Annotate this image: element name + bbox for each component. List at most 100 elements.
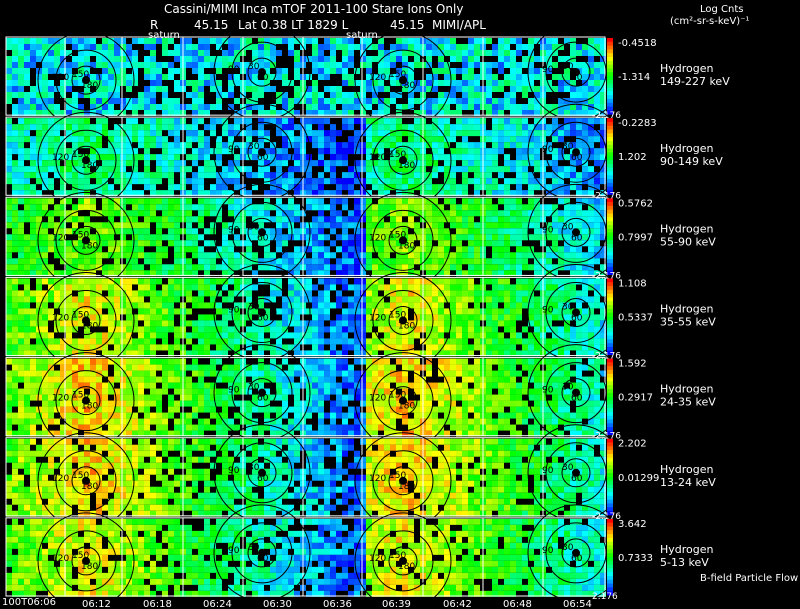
colorbar-mid-label: 0.5337 [618, 313, 653, 324]
colorbar-segment [607, 419, 613, 424]
contour-ring [231, 121, 293, 183]
contour-ring [372, 370, 434, 432]
contour-ring [247, 297, 277, 327]
contour-label: 120 [369, 73, 386, 83]
contour-ring [213, 103, 311, 201]
colorbar-max-label: -0.4518 [618, 38, 657, 49]
colorbar-segment [607, 385, 613, 390]
planet-marker [572, 148, 580, 157]
contour-label: 180 [398, 241, 415, 251]
colorbar-segment [607, 324, 613, 329]
colorbar-min-label: -2.176 [592, 512, 621, 522]
contour-label: 30 [562, 222, 574, 232]
colorbar-mid-label: 1.202 [618, 152, 647, 163]
contour-label: 180 [81, 562, 98, 572]
time-tick-label: 06:12 [82, 599, 111, 609]
contour-ring [561, 378, 591, 408]
colorbar-max-label: -0.2283 [618, 118, 657, 129]
colorbar-segment [607, 232, 613, 237]
colorbar-segment [607, 541, 613, 547]
planet-marker [572, 68, 580, 77]
colorbar-segment [607, 133, 613, 138]
panel-border [5, 116, 606, 196]
band-energy-label: 90-149 keV [660, 155, 723, 168]
colorbar-segment [607, 537, 613, 543]
contour-ring [388, 65, 418, 95]
colorbar-segment [607, 465, 613, 470]
colorbar-segment [607, 243, 613, 249]
contour-label: 30 [562, 543, 574, 553]
contour-ring [545, 281, 607, 343]
colorbar-max-label: 1.592 [618, 359, 647, 370]
colorbar-segment [607, 72, 613, 77]
colorbar-segment [607, 125, 613, 131]
colorbar-segment [607, 53, 613, 58]
colorbar-segment [607, 106, 613, 111]
band-energy-label: 35-55 keV [660, 315, 716, 328]
contour-ring [388, 225, 418, 255]
colorbar-segment [607, 507, 613, 512]
planet-marker [399, 156, 407, 165]
panel-border [5, 517, 606, 597]
colorbar-segment [607, 259, 613, 264]
contour-label: 180 [398, 562, 415, 572]
planet-marker [572, 548, 580, 557]
colorbar-max-label: 2.202 [618, 439, 647, 450]
colorbar-segment [607, 373, 613, 379]
panel-border [5, 36, 606, 116]
colorbar-segment [607, 240, 613, 245]
contour-label: 150 [389, 70, 406, 80]
contour-ring [372, 129, 434, 191]
colorbar-segment [607, 587, 613, 592]
contour-ring [545, 201, 607, 263]
colorbar-segment [607, 121, 613, 127]
colorbar-mid-label: 0.7997 [618, 232, 653, 243]
contour-ring [561, 297, 591, 327]
colorbar-segment [607, 308, 613, 314]
chart-title: Cassini/MIMI Inca mTOF 2011-100 Stare Io… [164, 2, 464, 16]
colorbar-max-label: 3.642 [618, 519, 647, 530]
colorbar-segment [607, 312, 613, 317]
contour-label: 180 [398, 482, 415, 492]
contour-label: 30 [248, 222, 260, 232]
colorbar-max-label: 1.108 [618, 278, 647, 289]
colorbar-segment [607, 339, 613, 344]
contour-label: 60 [571, 554, 583, 564]
contour-label: 150 [389, 230, 406, 240]
colorbar-segment [607, 41, 613, 47]
contour-label: 30 [248, 543, 260, 553]
contour-label: 120 [369, 474, 386, 484]
colorbar-segment [607, 289, 613, 295]
colorbar-segment [607, 476, 613, 482]
contour-label: 60 [571, 233, 583, 243]
band-energy-label: 5-13 keV [660, 556, 709, 569]
contour-label: 120 [369, 233, 386, 243]
contour-label: 180 [81, 81, 98, 91]
colorbar-segment [607, 579, 613, 585]
contour-label: 60 [257, 153, 269, 163]
contour-label: 60 [257, 394, 269, 404]
colorbar-segment [607, 190, 613, 195]
planet-marker [82, 156, 90, 165]
colorbar-min-label: -2.176 [592, 432, 621, 442]
colorbar-segment [607, 442, 613, 447]
colorbar-segment [607, 404, 613, 409]
colorbar-segment [607, 503, 613, 508]
colorbar-segment [607, 270, 613, 275]
contour-ring [247, 137, 277, 167]
contour-label: 180 [81, 402, 98, 412]
colorbar-segment [607, 278, 613, 283]
planet-marker [258, 148, 266, 157]
planet-marker [82, 476, 90, 485]
time-tick-label: 06:18 [143, 599, 172, 609]
colorbar-segment [607, 228, 613, 234]
contour-label: 60 [257, 554, 269, 564]
contour-label: 120 [52, 73, 69, 83]
contour-ring [55, 129, 117, 191]
contour-ring [71, 65, 101, 95]
contour-ring [545, 522, 607, 584]
contour-ring [545, 362, 607, 424]
colorbar-segment [607, 110, 613, 115]
planet-marker [258, 468, 266, 477]
colorbar-segment [607, 224, 613, 230]
